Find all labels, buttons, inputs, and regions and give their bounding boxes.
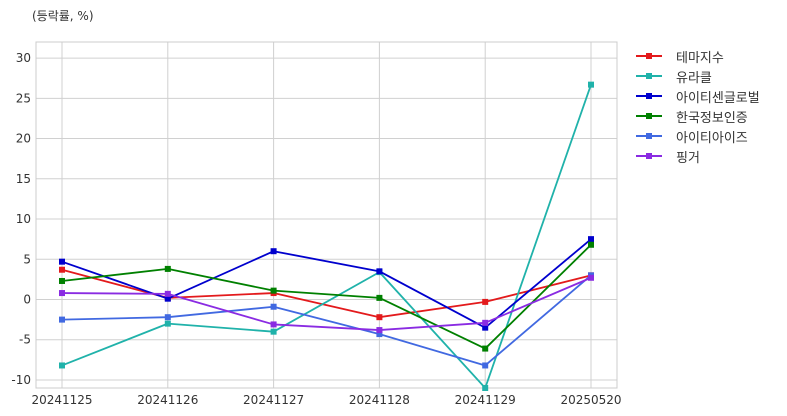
legend-item: 아이티센글로벌 — [634, 86, 760, 106]
data-point — [270, 287, 277, 294]
data-point — [59, 258, 65, 265]
data-point — [482, 319, 489, 326]
data-point — [164, 265, 171, 272]
x-tick-label: 20241125 — [31, 393, 92, 407]
plot-frame — [35, 41, 618, 389]
data-point — [376, 327, 383, 334]
legend-swatch — [634, 90, 664, 102]
x-tick-label: 20241129 — [455, 393, 516, 407]
y-tick-label: 30 — [16, 51, 31, 65]
legend-label: 테마지수 — [676, 50, 724, 66]
y-tick-label: -5 — [19, 333, 31, 347]
unit-label: (등락률, %) — [32, 9, 94, 23]
legend-label: 아이티아이즈 — [676, 130, 748, 146]
legend-marker — [646, 93, 652, 99]
data-point — [270, 248, 277, 255]
legend-item: 테마지수 — [634, 46, 760, 66]
data-point — [482, 362, 489, 369]
x-tick-label: 20241127 — [243, 393, 304, 407]
data-point — [270, 321, 277, 328]
data-point — [59, 290, 65, 297]
data-point — [376, 294, 383, 301]
data-point — [482, 298, 489, 305]
legend-marker — [646, 53, 652, 59]
data-point — [164, 295, 171, 302]
series-group — [59, 81, 594, 391]
data-point — [164, 314, 171, 321]
y-tick-label: 0 — [23, 292, 31, 306]
series-lines — [59, 81, 594, 391]
y-tick-label: 15 — [16, 172, 31, 186]
y-tick-label: -10 — [11, 373, 31, 387]
data-point — [482, 345, 489, 352]
series-line — [61, 276, 592, 331]
series-group — [59, 274, 594, 334]
legend-label: 아이티센글로벌 — [676, 90, 760, 106]
legend-marker — [646, 133, 652, 139]
series-group — [59, 241, 594, 352]
legend-swatch — [634, 110, 664, 122]
data-point — [59, 362, 65, 369]
legend-label: 핑거 — [676, 150, 700, 166]
legend-marker — [646, 113, 652, 119]
data-point — [270, 328, 277, 335]
axes — [35, 41, 618, 389]
legend-marker — [646, 153, 652, 159]
legend-item: 아이티아이즈 — [634, 126, 760, 146]
data-point — [164, 320, 171, 327]
data-point — [588, 274, 594, 281]
series-line — [61, 84, 592, 389]
data-point — [59, 277, 65, 284]
data-point — [376, 314, 383, 321]
data-point — [376, 331, 383, 338]
x-tick-label: 20250520 — [560, 393, 621, 407]
data-point — [376, 268, 383, 275]
legend-label: 유라클 — [676, 70, 712, 86]
data-point — [164, 290, 171, 297]
legend-swatch — [634, 50, 664, 62]
legend-swatch — [634, 70, 664, 82]
series-line — [61, 244, 592, 350]
data-point — [482, 385, 489, 391]
data-point — [588, 81, 594, 88]
legend-item: 한국정보인증 — [634, 106, 760, 126]
data-point — [59, 316, 65, 323]
y-tick-label: 5 — [23, 252, 31, 266]
legend-marker — [646, 73, 652, 79]
x-tick-label: 20241126 — [137, 393, 198, 407]
y-tick-label: 25 — [16, 91, 31, 105]
x-tick-label: 20241128 — [349, 393, 410, 407]
series-line — [61, 238, 592, 329]
y-tick-label: 20 — [16, 132, 31, 146]
legend-label: 한국정보인증 — [676, 110, 748, 126]
legend-swatch — [634, 130, 664, 142]
y-tick-label: 10 — [16, 212, 31, 226]
grid-lines — [36, 42, 617, 388]
data-point — [588, 236, 594, 243]
legend-item: 핑거 — [634, 146, 760, 166]
data-point — [59, 266, 65, 273]
data-point — [482, 324, 489, 331]
series-group — [59, 236, 594, 331]
data-point — [588, 241, 594, 248]
legend-swatch — [634, 150, 664, 162]
legend-item: 유라클 — [634, 66, 760, 86]
series-line — [61, 274, 592, 367]
data-point — [270, 303, 277, 310]
